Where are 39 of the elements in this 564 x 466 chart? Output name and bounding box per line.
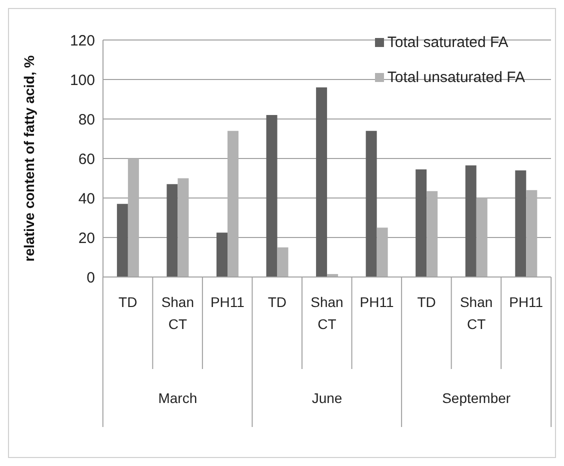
x-tick-label: Shan CT: [161, 294, 194, 332]
y-tick-label: 40: [78, 190, 95, 208]
x-tick-label: TD: [417, 294, 436, 310]
bar: [227, 130, 238, 277]
bar: [416, 169, 427, 277]
text: March: [158, 390, 198, 406]
legend-label: Total saturated FA: [386, 34, 510, 51]
bar: [426, 191, 438, 277]
bar: [266, 115, 278, 277]
x-tick-label: TD: [268, 294, 287, 310]
x-tick-label: Shan CT: [460, 294, 493, 332]
x-tick-label: PH11: [210, 294, 245, 310]
bar: [376, 228, 388, 277]
x-tick-label: Shan CT: [310, 294, 344, 332]
y-tick-label: 20: [78, 230, 95, 247]
y-tick-label: 100: [70, 72, 95, 89]
y-tick-label: 120: [70, 32, 95, 50]
bar: [465, 165, 476, 277]
legend-label: Total unsaturated FA: [386, 69, 525, 86]
bar: [216, 232, 228, 277]
y-tick-label: 80: [78, 111, 95, 128]
bar: [526, 190, 538, 277]
bar: [476, 198, 488, 277]
x-tick-label: TD: [118, 294, 138, 310]
x-tick-label: PH11: [360, 294, 394, 310]
y-tick-label: 60: [78, 150, 95, 168]
x-tick-label: PH11: [509, 294, 544, 310]
y-axis-title: relative content of fatty acid, %: [20, 54, 37, 262]
bar: [277, 247, 288, 277]
bar: [515, 170, 526, 277]
y-tick-label: 0: [86, 269, 95, 286]
text: September: [442, 390, 511, 406]
bar: [166, 184, 178, 277]
bar: [316, 87, 328, 277]
bar: [366, 130, 377, 277]
bar: [128, 158, 139, 277]
text: June: [312, 390, 342, 406]
bar: [116, 204, 128, 277]
bar: [178, 178, 189, 277]
